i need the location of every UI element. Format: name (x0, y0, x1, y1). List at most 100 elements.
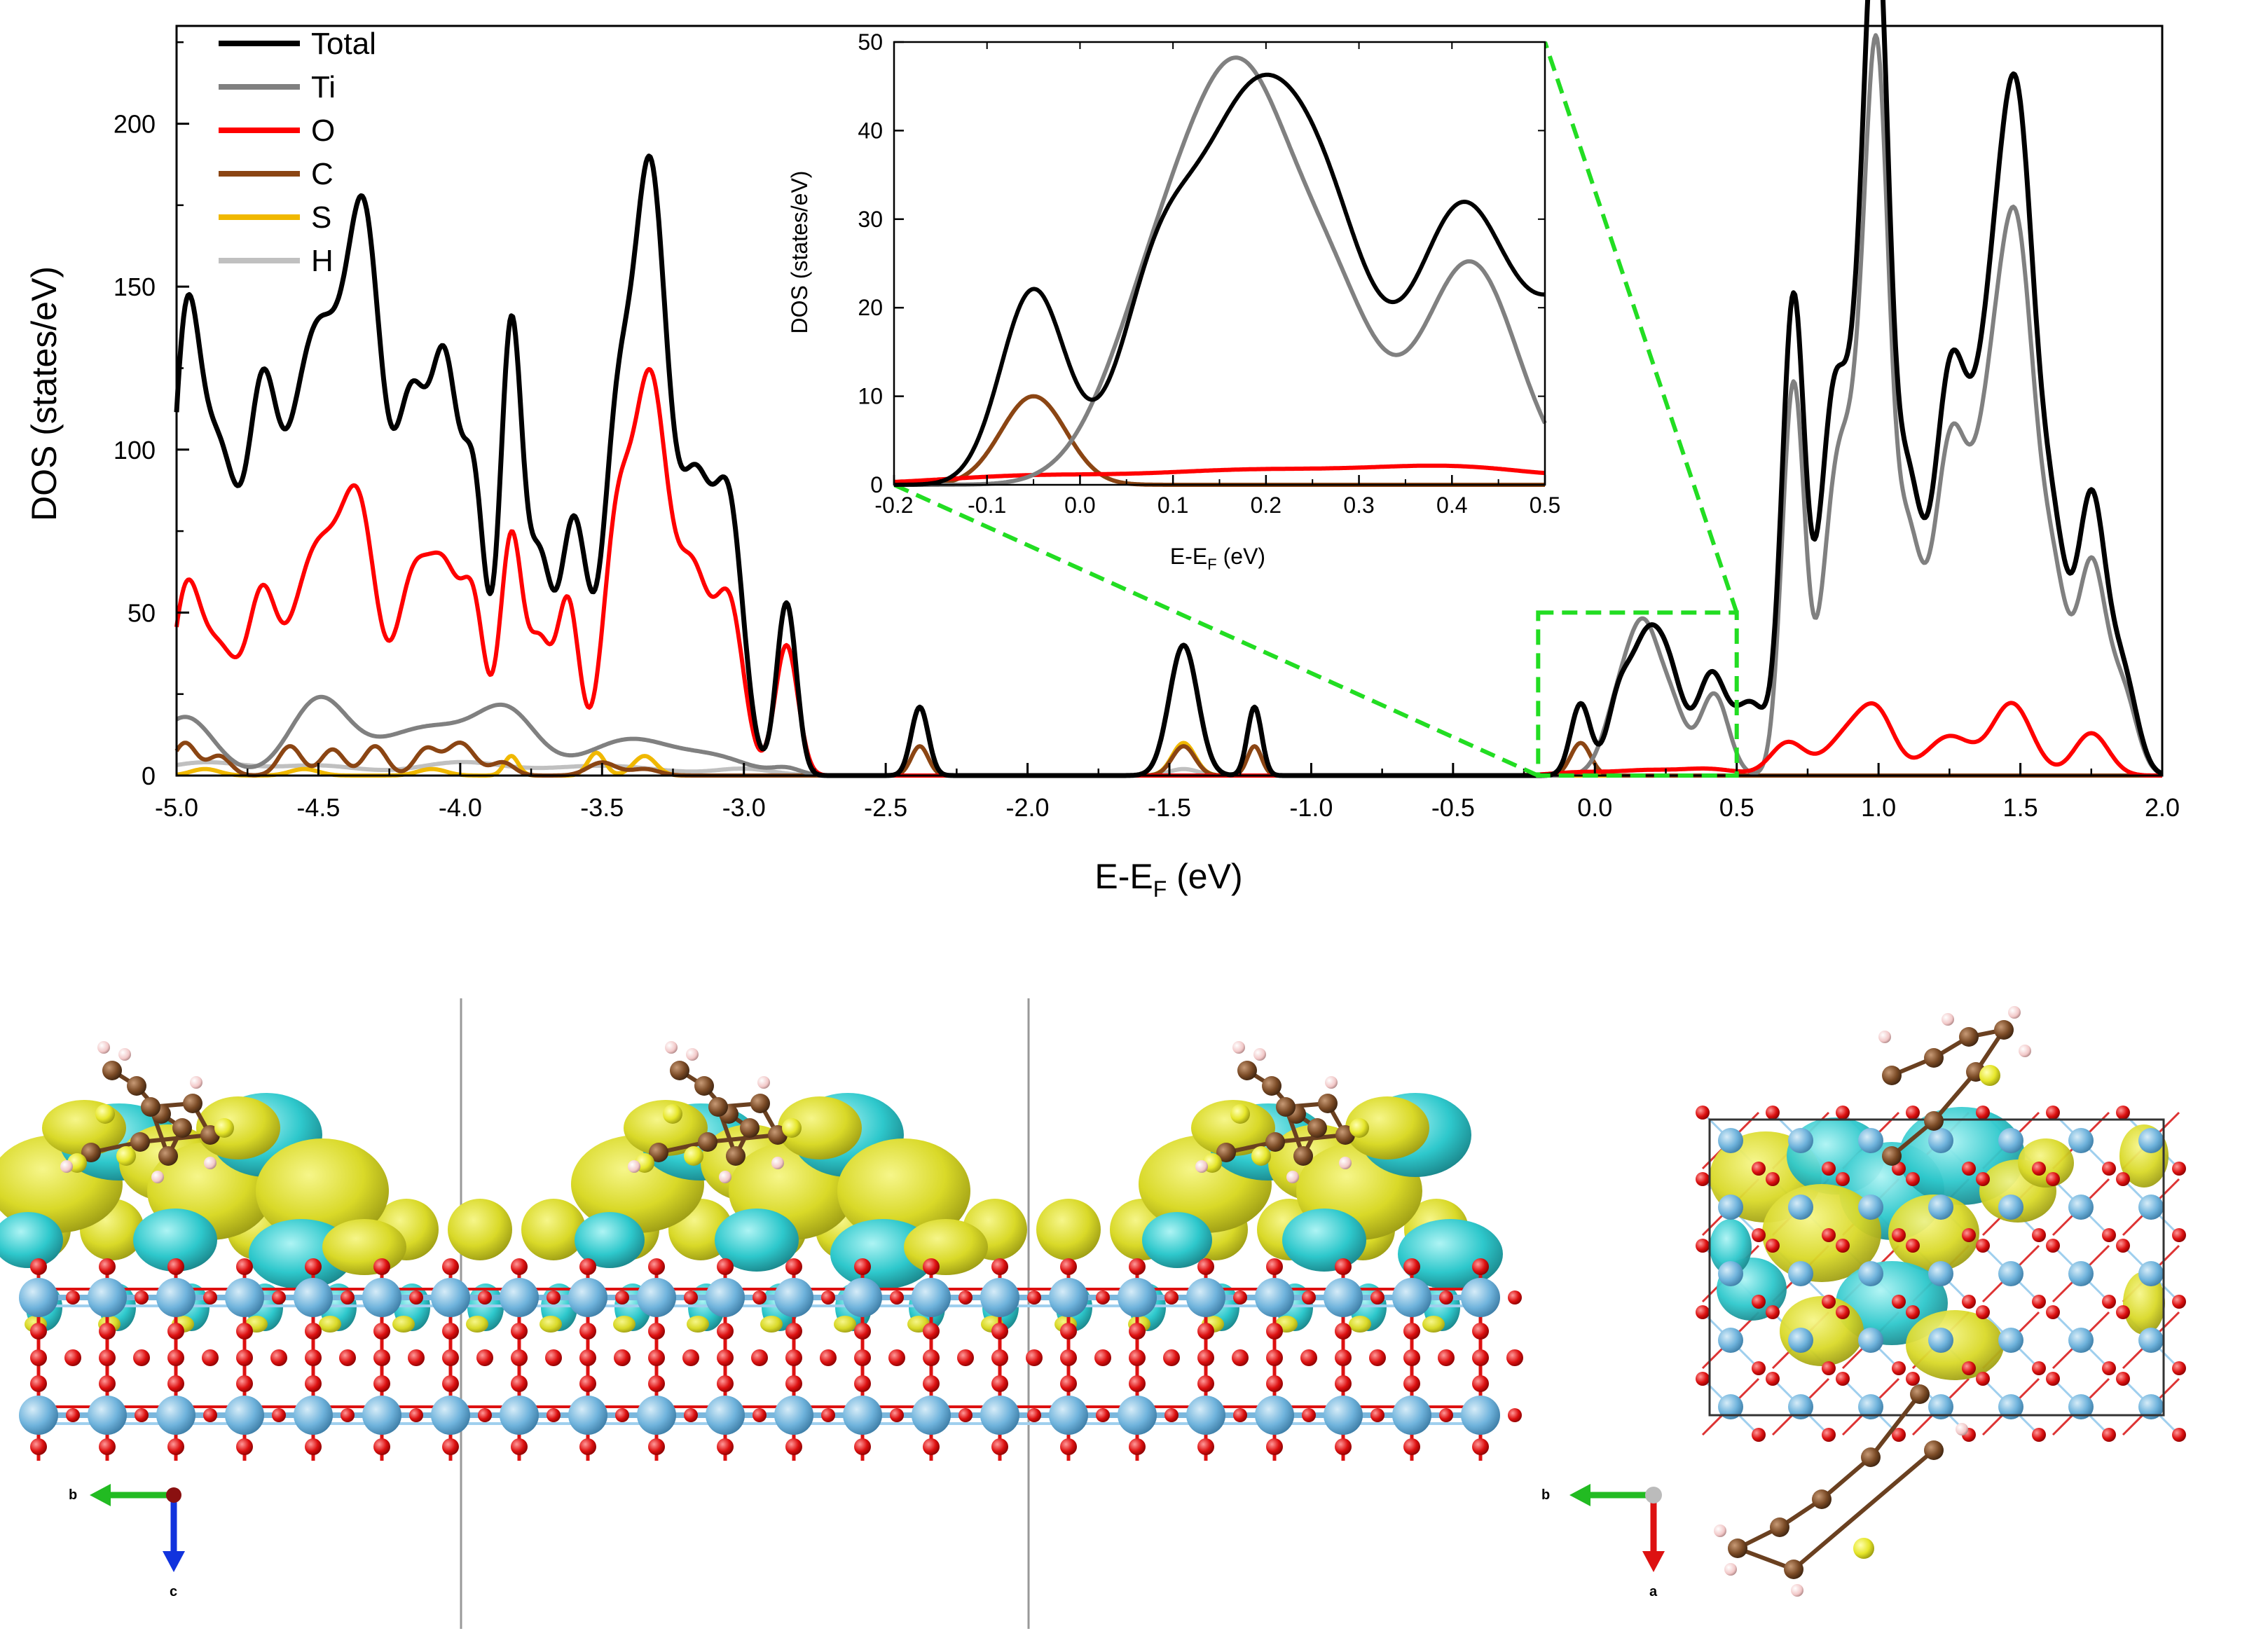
dos-chart: -5.0 -4.5 -4.0 -3.5 -3.0 -2.5 -2.0 -1.5 -1.0 -0.5… (25, 0, 2180, 902)
ti-atom (1324, 1396, 1363, 1435)
o-atom (373, 1375, 390, 1392)
x-tick-label: 0.0 (1577, 793, 1612, 822)
o-atom (1962, 1295, 1976, 1309)
o-atom (1472, 1375, 1489, 1392)
s-atom (782, 1118, 802, 1138)
o-atom (579, 1438, 596, 1455)
o-atom (409, 1408, 423, 1422)
o-atom (2116, 1106, 2130, 1120)
h-atom (1942, 1013, 1954, 1026)
y-axis: 0 50 100 150 200 (114, 41, 189, 790)
ti-atom (2068, 1128, 2094, 1153)
isosurface-lobe (687, 1316, 709, 1333)
o-atom (785, 1438, 802, 1455)
o-atom (2102, 1295, 2116, 1309)
o-atom (1094, 1349, 1111, 1366)
o-atom (785, 1375, 802, 1392)
o-atom (1472, 1349, 1489, 1366)
ti-atom (431, 1278, 470, 1317)
c-c-bond (1736, 1546, 1795, 1571)
o-atom (305, 1323, 322, 1340)
o-atom (476, 1349, 493, 1366)
c-atom (172, 1118, 192, 1138)
ti-atom (1049, 1396, 1088, 1435)
isosurface-lobe (715, 1209, 799, 1272)
o-atom (30, 1349, 47, 1366)
o-atom (785, 1323, 802, 1340)
o-atom (684, 1290, 698, 1305)
o-atom (1822, 1228, 1836, 1242)
o-atom (1060, 1349, 1077, 1366)
h-atom (628, 1160, 640, 1173)
x-axis-title-unit: (eV) (1167, 857, 1242, 896)
o-atom (1962, 1162, 1976, 1176)
x-tick-label: -3.5 (580, 793, 624, 822)
ti-atom (1858, 1261, 1883, 1286)
inset-x-tick-label: 0.0 (1064, 493, 1095, 518)
o-atom (66, 1408, 80, 1422)
c-c-bond (139, 1133, 211, 1144)
o-atom (2046, 1106, 2060, 1120)
c-atom (141, 1097, 160, 1117)
o-atom (1752, 1361, 1766, 1375)
top-view-axes-indicator: b a (1541, 1484, 1665, 1599)
o-atom (1696, 1305, 1710, 1319)
ti-atom (1186, 1278, 1225, 1317)
o-atom (236, 1349, 253, 1366)
h-atom (1339, 1157, 1352, 1169)
o-atom (648, 1349, 665, 1366)
o-atom (579, 1375, 596, 1392)
h-atom (1791, 1584, 1803, 1597)
ti-atom (774, 1278, 813, 1317)
o-atom (1335, 1438, 1352, 1455)
h-atom (2019, 1045, 2031, 1057)
o-atom (442, 1349, 459, 1366)
o-atom (753, 1408, 767, 1422)
ti-atom (1928, 1328, 1953, 1353)
o-atom (30, 1258, 47, 1275)
inset-x-axis-title-subscript: F (1207, 556, 1216, 573)
isosurface-lobe (319, 1316, 341, 1333)
ti-atom (1718, 1394, 1743, 1419)
o-atom (1438, 1349, 1455, 1366)
o-atom (511, 1323, 528, 1340)
o-atom (511, 1438, 528, 1455)
isosurface-lobe (1422, 1316, 1445, 1333)
h-atom (665, 1041, 678, 1054)
o-atom (958, 1290, 973, 1305)
b-axis-arrowhead (90, 1484, 111, 1506)
o-atom (203, 1290, 217, 1305)
ti-atom (1461, 1278, 1500, 1317)
o-atom (1233, 1290, 1247, 1305)
o-atom (1197, 1375, 1214, 1392)
o-atom (1906, 1239, 1920, 1253)
ti-atom (706, 1396, 745, 1435)
inset-y-tick-label: 30 (858, 207, 883, 232)
o-atom (1508, 1408, 1522, 1422)
a-axis-arrowhead (1642, 1551, 1665, 1572)
o-atom (30, 1323, 47, 1340)
thiophene-molecule (60, 1041, 234, 1183)
x-tick-label: 0.5 (1719, 793, 1754, 822)
o-atom (66, 1290, 80, 1305)
o-atom (717, 1323, 734, 1340)
o-atom (1129, 1349, 1146, 1366)
o-atom (717, 1438, 734, 1455)
o-atom (923, 1349, 940, 1366)
slab-side-view: b c (0, 998, 1523, 1629)
o-atom (511, 1375, 528, 1392)
o-atom (1439, 1290, 1453, 1305)
o-atom (236, 1323, 253, 1340)
o-atom (923, 1258, 940, 1275)
thiophene-molecule (1882, 1020, 2014, 1166)
o-atom (30, 1438, 47, 1455)
isosurface-lobe (834, 1316, 856, 1333)
o-atom (1822, 1428, 1836, 1442)
ti-atom (88, 1396, 127, 1435)
o-atom (30, 1375, 47, 1392)
ti-atom (225, 1278, 264, 1317)
o-atom (1060, 1438, 1077, 1455)
ti-atom (912, 1396, 951, 1435)
o-atom (373, 1323, 390, 1340)
